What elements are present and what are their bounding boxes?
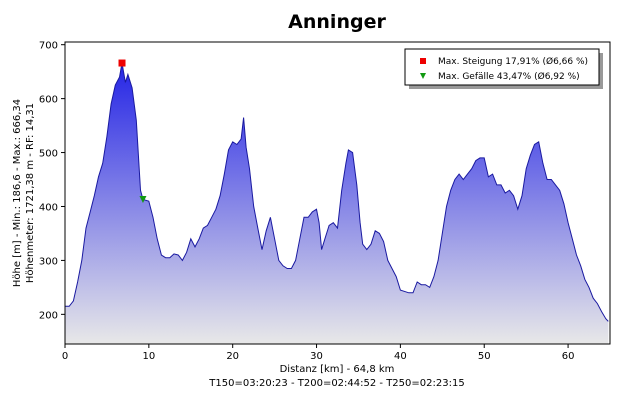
x-tick-label: 10 — [142, 351, 155, 362]
legend — [404, 48, 600, 86]
legend-symbol — [420, 73, 426, 79]
x-axis-label: Distanz [km] - 64,8 km — [280, 364, 395, 375]
y-axis-label-2: Höhenmeter: 1721,38 m - RF: 14,31 — [25, 103, 36, 283]
x-tick-label: 60 — [562, 351, 575, 362]
chart-title: Anninger — [288, 11, 386, 33]
x-axis-label-2: T150=03:20:23 - T200=02:44:52 - T250=02:… — [208, 378, 464, 389]
x-tick-label: 20 — [226, 351, 239, 362]
area — [65, 63, 609, 344]
y-tick-label: 300 — [39, 256, 58, 267]
plot-frame — [64, 41, 611, 345]
x-tick-label: 0 — [62, 351, 68, 362]
line — [65, 62, 609, 322]
x-tick-label: 50 — [478, 351, 491, 362]
legend-label: Max. Steigung 17,91% (Ø6,66 %) — [438, 56, 588, 67]
y-tick-label: 200 — [39, 310, 58, 321]
legend-label: Max. Gefälle 43,47% (Ø6,92 %) — [438, 71, 580, 82]
y-tick-label: 700 — [39, 41, 58, 52]
legend-symbol — [420, 58, 426, 64]
y-tick-label: 500 — [39, 149, 58, 160]
y-axis-label: Höhe [m] - Min.: 186,6 - Max.: 666,34 — [12, 99, 23, 287]
marker — [118, 59, 126, 67]
y-tick-label: 400 — [39, 202, 58, 213]
y-tick-label: 600 — [39, 95, 58, 106]
x-tick-label: 30 — [310, 351, 323, 362]
x-tick-label: 40 — [394, 351, 407, 362]
marker — [139, 195, 147, 203]
